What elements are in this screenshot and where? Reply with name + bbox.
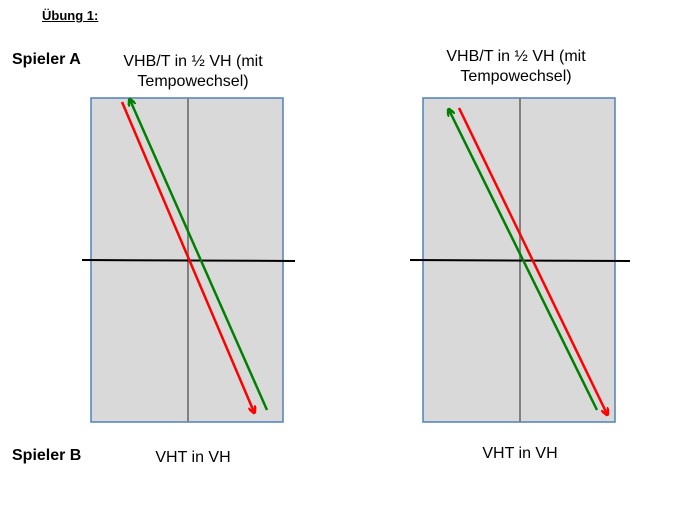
table-left-green-arrow <box>130 100 269 411</box>
table-right <box>409 97 631 423</box>
drill-1-top-caption-line2: Tempowechsel) <box>137 73 249 90</box>
drill-2-top-caption-line1: VHB/T in ½ VH (mit <box>446 48 586 65</box>
player-b-label: Spieler B <box>12 447 82 464</box>
table-right-net <box>409 259 631 262</box>
drill-2-top-caption: VHB/T in ½ VH (mit Tempowechsel) <box>446 47 585 87</box>
table-left <box>81 98 296 423</box>
table-left-red-arrow <box>120 101 254 412</box>
drill-2-bottom-caption: VHT in VH <box>482 445 558 462</box>
table-right-red-arrow <box>457 107 607 414</box>
drill-1-top-caption-line1: VHB/T in ½ VH (mit <box>123 53 263 70</box>
drill-1-bottom-caption: VHT in VH <box>155 449 231 466</box>
table-right-green-arrow <box>449 110 599 411</box>
player-a-label: Spieler A <box>12 51 81 68</box>
drill-2-top-caption-line2: Tempowechsel) <box>460 68 572 85</box>
drill-1-top-caption: VHB/T in ½ VH (mit Tempowechsel) <box>123 52 262 92</box>
exercise-title: Übung 1: <box>42 8 99 23</box>
